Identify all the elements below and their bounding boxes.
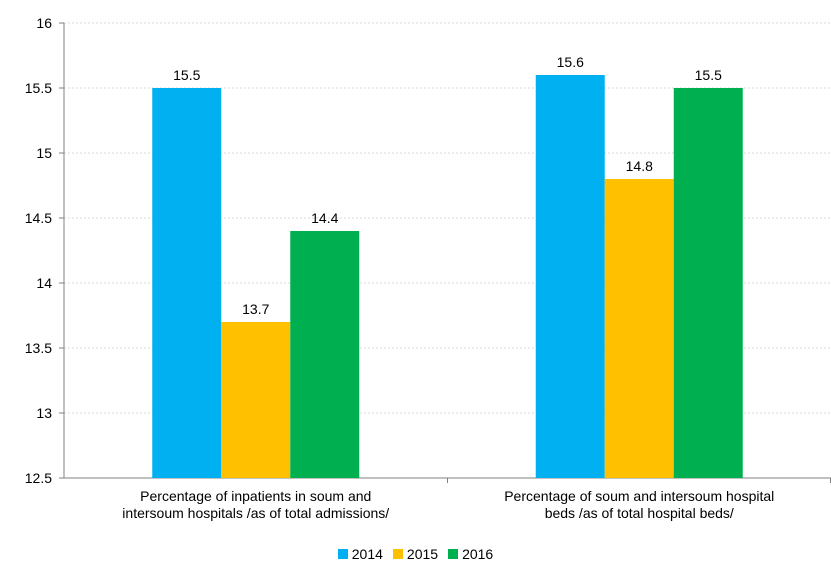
bar-2015: [221, 322, 291, 478]
category-label: Percentage of inpatients in soum and: [140, 488, 371, 504]
legend-label-2014: 2014: [351, 546, 383, 562]
y-tick-label: 13.5: [25, 340, 52, 356]
y-tick-label: 14: [36, 275, 52, 291]
legend-swatch-2016: [448, 549, 459, 559]
y-tick-label: 16: [36, 15, 52, 31]
legend-item-2015: 2015: [392, 546, 439, 562]
data-label: 15.5: [173, 67, 200, 83]
category-label: Percentage of soum and intersoum hospita…: [504, 488, 774, 504]
y-tick-label: 12.5: [25, 470, 52, 486]
y-tick-label: 15.5: [25, 80, 52, 96]
data-label: 13.7: [242, 301, 269, 317]
bar-2016: [673, 88, 743, 478]
y-tick-label: 15: [36, 145, 52, 161]
category-label: beds /as of total hospital beds/: [545, 505, 734, 521]
category-label: intersoum hospitals /as of total admissi…: [122, 505, 389, 521]
bar-2015: [604, 179, 674, 478]
data-label: 14.8: [626, 158, 653, 174]
legend-item-2016: 2016: [448, 546, 493, 562]
data-label: 15.5: [695, 67, 722, 83]
y-tick-label: 13: [36, 405, 52, 421]
data-label: 15.6: [557, 54, 584, 70]
y-tick-label: 14.5: [25, 210, 52, 226]
bar-2016: [290, 231, 360, 478]
legend-item-2014: 2014: [337, 546, 383, 562]
legend-swatch-2015: [392, 549, 403, 559]
legend-swatch-2014: [337, 549, 348, 559]
legend-label-2016: 2016: [462, 546, 494, 562]
bar-2014: [152, 88, 222, 478]
bar-2014: [535, 75, 605, 478]
legend-label-2015: 2015: [406, 546, 439, 562]
chart-legend: 2014 2015 2016: [0, 546, 831, 562]
data-label: 14.4: [311, 210, 338, 226]
